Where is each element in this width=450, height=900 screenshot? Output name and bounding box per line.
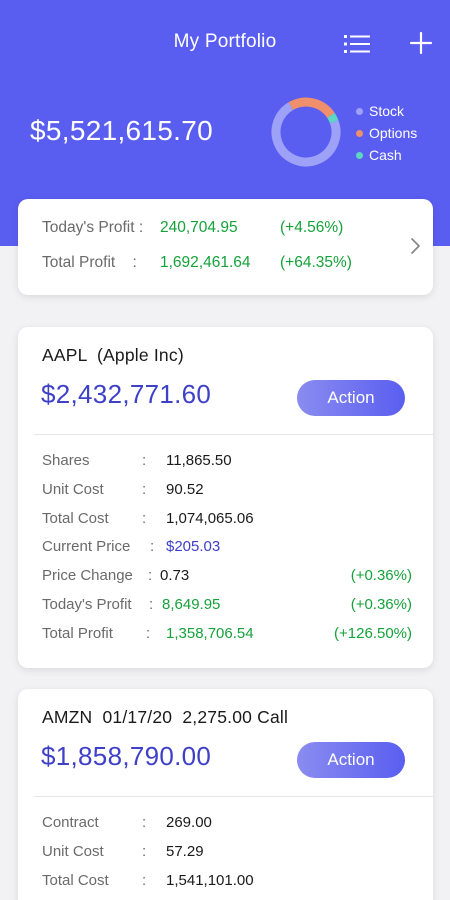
detail-percent: (+126.50%)	[334, 624, 412, 642]
detail-value: 1,541,101.00	[166, 871, 254, 889]
donut-segment-cash	[271, 97, 341, 167]
detail-label: Price Change	[42, 567, 133, 585]
detail-row-total-cost: Total Cost : 1,074,065.06	[42, 510, 412, 539]
detail-label: Unit Cost	[42, 842, 104, 860]
detail-colon: :	[142, 871, 147, 889]
legend-label-cash: Cash	[369, 147, 402, 163]
legend-label-options: Options	[369, 125, 418, 141]
detail-colon: :	[142, 509, 147, 527]
detail-label: Total Profit	[42, 624, 113, 642]
donut-segment-stock	[271, 97, 341, 167]
detail-value: $205.03	[166, 538, 221, 556]
total-profit-label: Total Profit :	[42, 254, 137, 271]
detail-value: 57.29	[166, 842, 204, 860]
legend-dot-options	[356, 129, 363, 137]
detail-label: Shares	[42, 452, 90, 469]
detail-value: 90.52	[166, 480, 204, 498]
detail-row-unit-cost: Unit Cost : 57.29	[42, 843, 412, 872]
legend-dot-cash	[356, 151, 363, 159]
allocation-donut-chart	[270, 96, 342, 168]
card-divider	[34, 434, 433, 435]
detail-row-total-profit: Total Profit : 1,358,706.54 (+126.50%)	[42, 625, 412, 654]
detail-value: 11,865.50	[166, 452, 232, 469]
donut-segment-options	[271, 97, 341, 167]
detail-percent: (+0.36%)	[350, 567, 412, 585]
holding-card-amzn: AMZN 01/17/20 2,275.00 Call $1,858,790.0…	[18, 689, 433, 900]
detail-colon: :	[146, 624, 151, 642]
detail-colon: :	[149, 595, 154, 613]
legend-item-stock: Stock	[356, 100, 417, 122]
todays-profit-row: Today's Profit : 240,704.95 (+4.56%)	[42, 219, 343, 237]
detail-row-current-price: Current Price : $205.03	[42, 538, 412, 567]
top-bar: My Portfolio	[0, 0, 450, 88]
todays-profit-percent: (+4.56%)	[280, 219, 344, 236]
detail-value: 0.73	[160, 567, 190, 585]
detail-colon: :	[142, 452, 147, 469]
detail-label: Total Cost	[42, 509, 109, 527]
detail-colon: :	[142, 480, 147, 498]
allocation-legend: Stock Options Cash	[356, 100, 417, 166]
legend-item-options: Options	[356, 122, 417, 144]
detail-value: 269.00	[166, 814, 212, 831]
detail-colon: :	[148, 567, 153, 585]
legend-item-cash: Cash	[356, 144, 417, 166]
action-button[interactable]: Action	[297, 380, 405, 416]
detail-label: Total Cost	[42, 871, 109, 889]
holding-details: Shares : 11,865.50 Unit Cost : 90.52 Tot…	[42, 452, 412, 654]
detail-row-total-cost: Total Cost : 1,541,101.00	[42, 872, 412, 900]
detail-colon: :	[142, 814, 147, 831]
holding-card-aapl: AAPL (Apple Inc) $2,432,771.60 Action Sh…	[18, 327, 433, 668]
detail-label: Current Price	[42, 538, 131, 556]
detail-value: 1,074,065.06	[166, 509, 254, 527]
detail-value: 8,649.95	[162, 595, 221, 613]
total-profit-value: 1,692,461.64	[160, 254, 251, 271]
plus-icon[interactable]	[409, 31, 433, 55]
holding-title: AAPL (Apple Inc)	[42, 345, 184, 365]
detail-row-contract: Contract : 269.00	[42, 814, 412, 843]
detail-row-todays-profit: Today's Profit : 8,649.95 (+0.36%)	[42, 596, 412, 625]
detail-row-price-change: Price Change : 0.73 (+0.36%)	[42, 567, 412, 596]
todays-profit-value: 240,704.95	[160, 219, 238, 236]
total-profit-percent: (+64.35%)	[280, 254, 352, 271]
detail-label: Unit Cost	[42, 480, 104, 498]
detail-label: Today's Profit	[42, 595, 132, 613]
holding-value: $1,858,790.00	[41, 741, 212, 771]
detail-percent: (+0.36%)	[350, 595, 412, 613]
holding-details: Contract : 269.00 Unit Cost : 57.29 Tota…	[42, 814, 412, 900]
portfolio-balance: $5,521,615.70	[30, 115, 213, 146]
detail-row-unit-cost: Unit Cost : 90.52	[42, 481, 412, 510]
holding-title: AMZN 01/17/20 2,275.00 Call	[42, 707, 289, 727]
card-divider	[34, 796, 433, 797]
detail-colon: :	[142, 842, 147, 860]
page-title: My Portfolio	[173, 31, 277, 52]
todays-profit-label: Today's Profit :	[42, 219, 144, 236]
detail-label: Contract	[42, 814, 99, 831]
holding-value: $2,432,771.60	[41, 379, 212, 409]
chevron-right-icon[interactable]	[410, 236, 422, 256]
detail-row-shares: Shares : 11,865.50	[42, 452, 412, 481]
total-profit-row: Total Profit : 1,692,461.64 (+64.35%)	[42, 254, 352, 272]
legend-dot-stock	[356, 107, 363, 115]
detail-colon: :	[150, 538, 155, 556]
legend-label-stock: Stock	[369, 103, 405, 119]
action-button[interactable]: Action	[297, 742, 405, 778]
detail-value: 1,358,706.54	[166, 624, 254, 642]
profit-summary-card[interactable]: Today's Profit : 240,704.95 (+4.56%) Tot…	[18, 199, 433, 295]
list-icon[interactable]	[344, 34, 370, 54]
